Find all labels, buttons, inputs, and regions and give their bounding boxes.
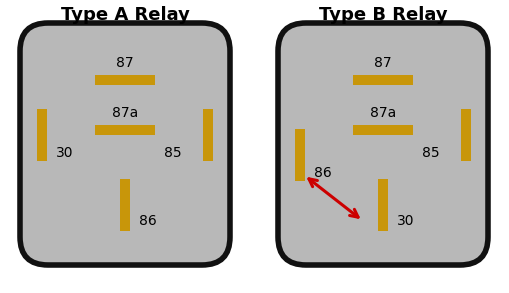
Text: 86: 86 xyxy=(139,214,156,228)
Text: 87a: 87a xyxy=(369,106,395,120)
Text: 30: 30 xyxy=(396,214,414,228)
Bar xyxy=(37,109,47,161)
FancyBboxPatch shape xyxy=(277,23,487,265)
Text: 86: 86 xyxy=(314,166,331,180)
Bar xyxy=(352,75,412,85)
Text: 87: 87 xyxy=(374,56,391,70)
Text: 85: 85 xyxy=(164,146,182,160)
Text: 87: 87 xyxy=(116,56,133,70)
Text: 30: 30 xyxy=(56,146,73,160)
Bar xyxy=(95,75,155,85)
FancyBboxPatch shape xyxy=(20,23,230,265)
Bar xyxy=(352,125,412,135)
Bar xyxy=(377,179,387,231)
Bar xyxy=(203,109,213,161)
Text: Type A Relay: Type A Relay xyxy=(61,6,189,24)
Text: Type B Relay: Type B Relay xyxy=(318,6,446,24)
Text: 87a: 87a xyxy=(111,106,138,120)
Bar xyxy=(294,129,304,181)
Bar xyxy=(460,109,470,161)
Bar xyxy=(95,125,155,135)
Text: 85: 85 xyxy=(421,146,439,160)
Bar xyxy=(120,179,130,231)
